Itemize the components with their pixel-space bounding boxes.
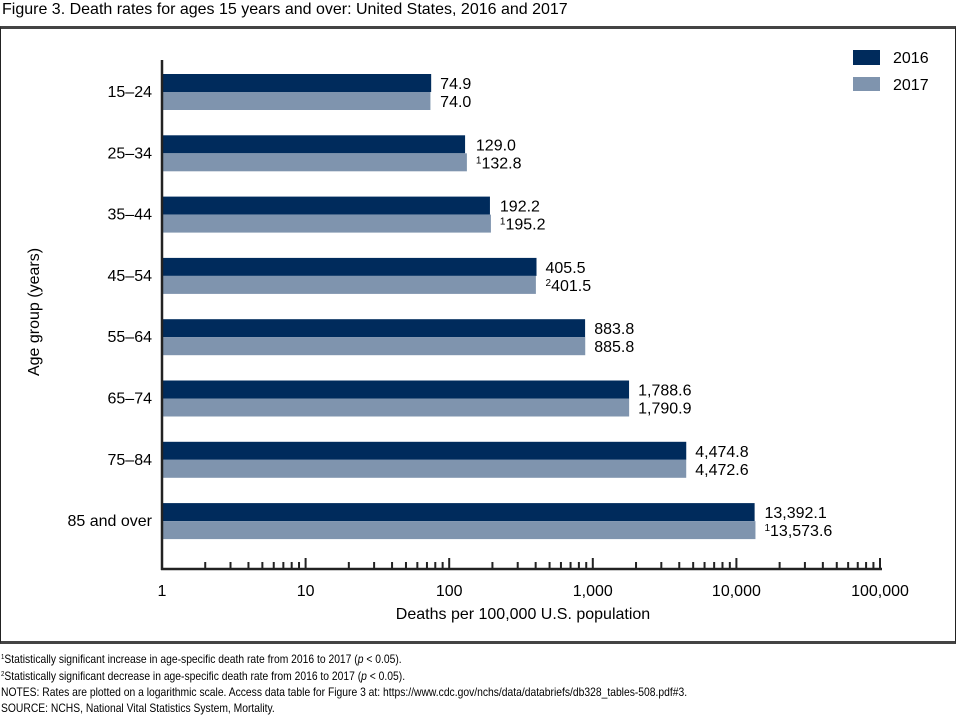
- legend-label-2016: 2016: [893, 50, 929, 67]
- bar-2016: [162, 135, 466, 154]
- value-label-2016: 4,474.8: [695, 444, 748, 461]
- footnote-text: < 0.05).: [363, 652, 402, 666]
- value-text: 195.2: [505, 217, 545, 234]
- footnote-mark: 2: [1, 671, 5, 678]
- x-tick-label: 1: [158, 583, 167, 600]
- value-text: 13,573.6: [770, 523, 832, 540]
- value-label-2016: 1,788.6: [638, 383, 691, 400]
- footnote-p: p: [357, 652, 364, 666]
- value-label-2017: 1195.2: [500, 217, 546, 234]
- significance-mark: 1: [476, 155, 482, 166]
- value-labels-layer: 74.974.0129.01132.8192.21195.2405.52401.…: [440, 76, 832, 540]
- x-ticks-layer: 1 10 100 1,000 10,000 100,000: [158, 558, 909, 600]
- category-label: 25–34: [108, 145, 153, 162]
- value-label-2016: 129.0: [476, 137, 516, 154]
- source-text: SOURCE: NCHS, National Vital Statistics …: [1, 701, 275, 715]
- chart-frame: [0, 26, 956, 644]
- footnote-mark: 1: [1, 654, 5, 661]
- x-tick-label: 10,000: [712, 583, 761, 600]
- bar-2017: [162, 92, 431, 110]
- x-tick-label: 1,000: [573, 583, 613, 600]
- category-label: 75–84: [108, 452, 153, 469]
- bar-2017: [162, 398, 630, 417]
- figure-title: Figure 3. Death rates for ages 15 years …: [2, 1, 568, 18]
- footnote-text: < 0.05).: [366, 669, 406, 683]
- footnote-text: Statistically significant increase in ag…: [4, 652, 358, 666]
- bar-2016: [162, 74, 432, 92]
- bar-2016: [162, 196, 490, 215]
- value-label-2016: 74.9: [440, 76, 471, 93]
- significance-mark: 2: [546, 278, 552, 289]
- bar-2016: [162, 503, 755, 522]
- value-label-2016: 192.2: [500, 199, 540, 216]
- category-label: 35–44: [108, 207, 153, 224]
- value-label-2017: 2401.5: [546, 278, 592, 295]
- value-label-2017: 1,790.9: [638, 401, 691, 418]
- footnotes: 1Statistically significant increase in a…: [1, 650, 687, 716]
- x-tick-label: 100,000: [851, 583, 909, 600]
- value-label-2017: 74.0: [440, 94, 471, 111]
- category-label: 85 and over: [67, 513, 152, 530]
- legend-label-2017: 2017: [893, 77, 929, 94]
- notes-text: NOTES: Rates are plotted on a logarithmi…: [1, 685, 688, 699]
- value-text: 132.8: [481, 155, 521, 172]
- bar-2016: [162, 257, 537, 276]
- footnote-2: 2Statistically significant decrease in a…: [1, 667, 687, 684]
- category-label: 45–54: [108, 268, 153, 285]
- significance-mark: 1: [500, 217, 506, 228]
- value-label-2016: 405.5: [546, 260, 586, 277]
- category-labels-layer: 15–24 25–34 35–44 45–54 55–64 65–74 75–84 85 an…: [67, 84, 152, 530]
- bars-layer: [162, 74, 756, 540]
- category-label: 15–24: [108, 84, 153, 101]
- footnote-text: Statistically significant decrease in ag…: [4, 669, 362, 683]
- value-label-2017: 885.8: [594, 339, 634, 356]
- bar-2017: [162, 459, 687, 478]
- footnote-p: p: [361, 669, 367, 683]
- legend: 2016 2017: [853, 50, 929, 94]
- bar-2017: [162, 337, 586, 356]
- x-tick-label: 10: [297, 583, 315, 600]
- bar-2016: [162, 380, 630, 399]
- legend-swatch-2016: [853, 50, 880, 65]
- bar-2016: [162, 319, 586, 338]
- bar-2017: [162, 214, 491, 233]
- significance-mark: 1: [764, 523, 770, 534]
- x-axis-label: Deaths per 100,000 U.S. population: [396, 606, 650, 623]
- value-label-2016: 883.8: [594, 321, 634, 338]
- category-label: 55–64: [108, 329, 153, 346]
- category-label: 65–74: [108, 391, 153, 408]
- bar-2017: [162, 275, 536, 294]
- footnote-1: 1Statistically significant increase in a…: [1, 650, 687, 667]
- bar-2016: [162, 441, 687, 460]
- value-text: 401.5: [551, 278, 591, 295]
- value-label-2016: 13,392.1: [764, 505, 826, 522]
- x-tick-label: 100: [436, 583, 463, 600]
- legend-swatch-2017: [853, 77, 880, 91]
- bar-2017: [162, 153, 467, 172]
- value-label-2017: 1132.8: [476, 155, 522, 172]
- y-axis-label: Age group (years): [26, 248, 43, 376]
- value-label-2017: 4,472.6: [695, 462, 748, 479]
- bar-2017: [162, 521, 756, 540]
- value-label-2017: 113,573.6: [764, 523, 832, 540]
